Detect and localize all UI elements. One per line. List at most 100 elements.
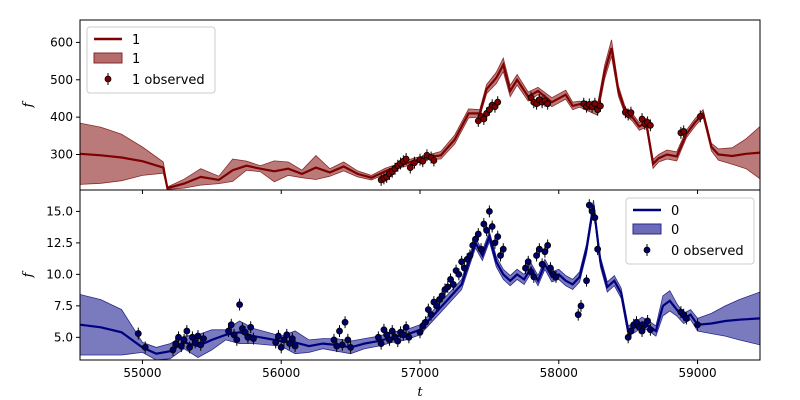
bottom-observed-point	[544, 242, 552, 249]
bottom-observed-point	[333, 342, 341, 350]
bottom-observed-point	[494, 233, 502, 240]
bottom-observed-point	[183, 327, 191, 335]
bottom-legend-marker-swatch	[643, 246, 651, 254]
bottom-observed-point	[535, 245, 543, 253]
bottom-observed-point	[427, 311, 435, 319]
bottom-observed-point	[194, 332, 202, 340]
bottom-observed-point	[283, 331, 291, 339]
bottom-observed-point	[533, 252, 540, 259]
bottom-observed-point	[186, 344, 194, 351]
bottom-observed-point	[286, 340, 293, 348]
bottom-observed-point	[585, 201, 593, 209]
bottom-observed-point	[577, 302, 585, 310]
bottom-ylabel: f	[21, 270, 36, 278]
bottom-observed-point	[134, 330, 142, 337]
bottom-observed-point	[538, 260, 546, 268]
bottom-observed-point	[380, 326, 388, 334]
top-observed-point	[591, 100, 599, 108]
bottom-observed-point	[527, 268, 535, 276]
top-legend-label-line: 1	[132, 33, 140, 48]
bottom-observed-point	[233, 336, 241, 344]
bottom-observed-point	[477, 245, 485, 253]
bottom-observed-point	[169, 346, 177, 354]
top-axes: 300 400 500 600	[50, 35, 699, 194]
bottom-observed-point	[247, 323, 255, 331]
top-legend: 1 1 1 observed	[86, 26, 216, 94]
bottom-ytick-label: 15.0	[46, 204, 73, 218]
bottom-ytick-label: 12.5	[46, 236, 73, 250]
bottom-observed-point	[288, 335, 296, 342]
bottom-observed-point	[644, 317, 651, 325]
bottom-observed-point	[638, 327, 646, 335]
bottom-legend-label-line: 0	[671, 204, 679, 219]
bottom-observed-point	[383, 331, 391, 339]
bottom-observed-point	[338, 341, 346, 349]
bottom-observed-point	[591, 214, 599, 222]
top-legend-marker-swatch	[104, 75, 112, 83]
top-observed-point	[494, 98, 502, 106]
bottom-observed-point	[377, 340, 385, 348]
bottom-observed-point	[499, 245, 507, 253]
bottom-observed-point	[449, 281, 457, 288]
bottom-observed-point	[272, 338, 280, 346]
bottom-xtick-label: 59000	[678, 366, 716, 380]
bottom-observed-point	[394, 337, 402, 345]
top-observed-point	[419, 157, 427, 165]
bottom-observed-point	[291, 342, 299, 350]
bottom-axes: 5.0 7.5 10.0 12.5 15.0 55000 56000 57000 58000 59…	[46, 204, 716, 380]
bottom-observed-point	[541, 248, 549, 256]
top-observed-point	[680, 127, 688, 135]
bottom-observed-point	[180, 336, 188, 344]
top-observed-point	[406, 164, 414, 171]
bottom-observed-point	[191, 338, 199, 346]
bottom-xtick-label: 57000	[401, 366, 439, 380]
bottom-observed-point	[624, 333, 632, 341]
bottom-observed-point	[341, 318, 349, 326]
bottom-observed-point	[277, 344, 285, 351]
bottom-observed-point	[241, 328, 249, 336]
bottom-xtick-label: 56000	[262, 366, 300, 380]
top-observed-point	[411, 159, 418, 167]
bottom-observed-point	[402, 323, 410, 331]
bottom-observed-point	[588, 208, 596, 215]
bottom-observed-point	[480, 220, 488, 228]
top-observed-point	[430, 157, 438, 164]
top-legend-label-band: 1	[132, 52, 140, 67]
bottom-observed-point	[522, 264, 529, 272]
bottom-observed-point	[227, 321, 235, 329]
top-legend-band-swatch	[93, 52, 123, 64]
bottom-legend: 0 0 0 observed	[625, 197, 755, 265]
bottom-observed-point	[552, 273, 560, 281]
bottom-legend-box	[625, 197, 755, 265]
bottom-observed-point	[461, 264, 468, 272]
bottom-observed-point	[416, 328, 424, 336]
bottom-observed-point	[627, 327, 635, 335]
bottom-ytick-label: 7.5	[54, 299, 73, 313]
bottom-observed-point	[275, 332, 282, 340]
bottom-observed-point	[447, 276, 454, 283]
bottom-observed-point	[583, 277, 590, 285]
top-ytick-label: 600	[50, 35, 73, 49]
bottom-observed-point	[483, 226, 491, 234]
top-panel: 300 400 500 600 f 1 1 1 observed	[21, 19, 761, 194]
bottom-legend-band-swatch	[632, 223, 662, 235]
bottom-observed-point	[594, 245, 602, 253]
top-observed-point	[402, 155, 410, 163]
bottom-observed-point	[386, 336, 393, 344]
bottom-observed-point	[469, 242, 477, 249]
top-ytick-label: 300	[50, 148, 73, 162]
bottom-observed-point	[444, 283, 452, 291]
bottom-observed-point	[646, 326, 654, 334]
bottom-observed-point	[694, 321, 701, 329]
top-plot-area	[80, 39, 760, 190]
bottom-observed-point	[530, 273, 538, 281]
bottom-observed-point	[466, 252, 474, 259]
top-observed-point	[696, 112, 704, 120]
top-legend-box	[86, 26, 216, 94]
bottom-observed-point	[422, 318, 429, 326]
bottom-observed-point	[197, 341, 205, 349]
bottom-observed-point	[524, 258, 532, 266]
bottom-observed-point	[472, 235, 479, 243]
bottom-observed-point	[244, 333, 252, 341]
